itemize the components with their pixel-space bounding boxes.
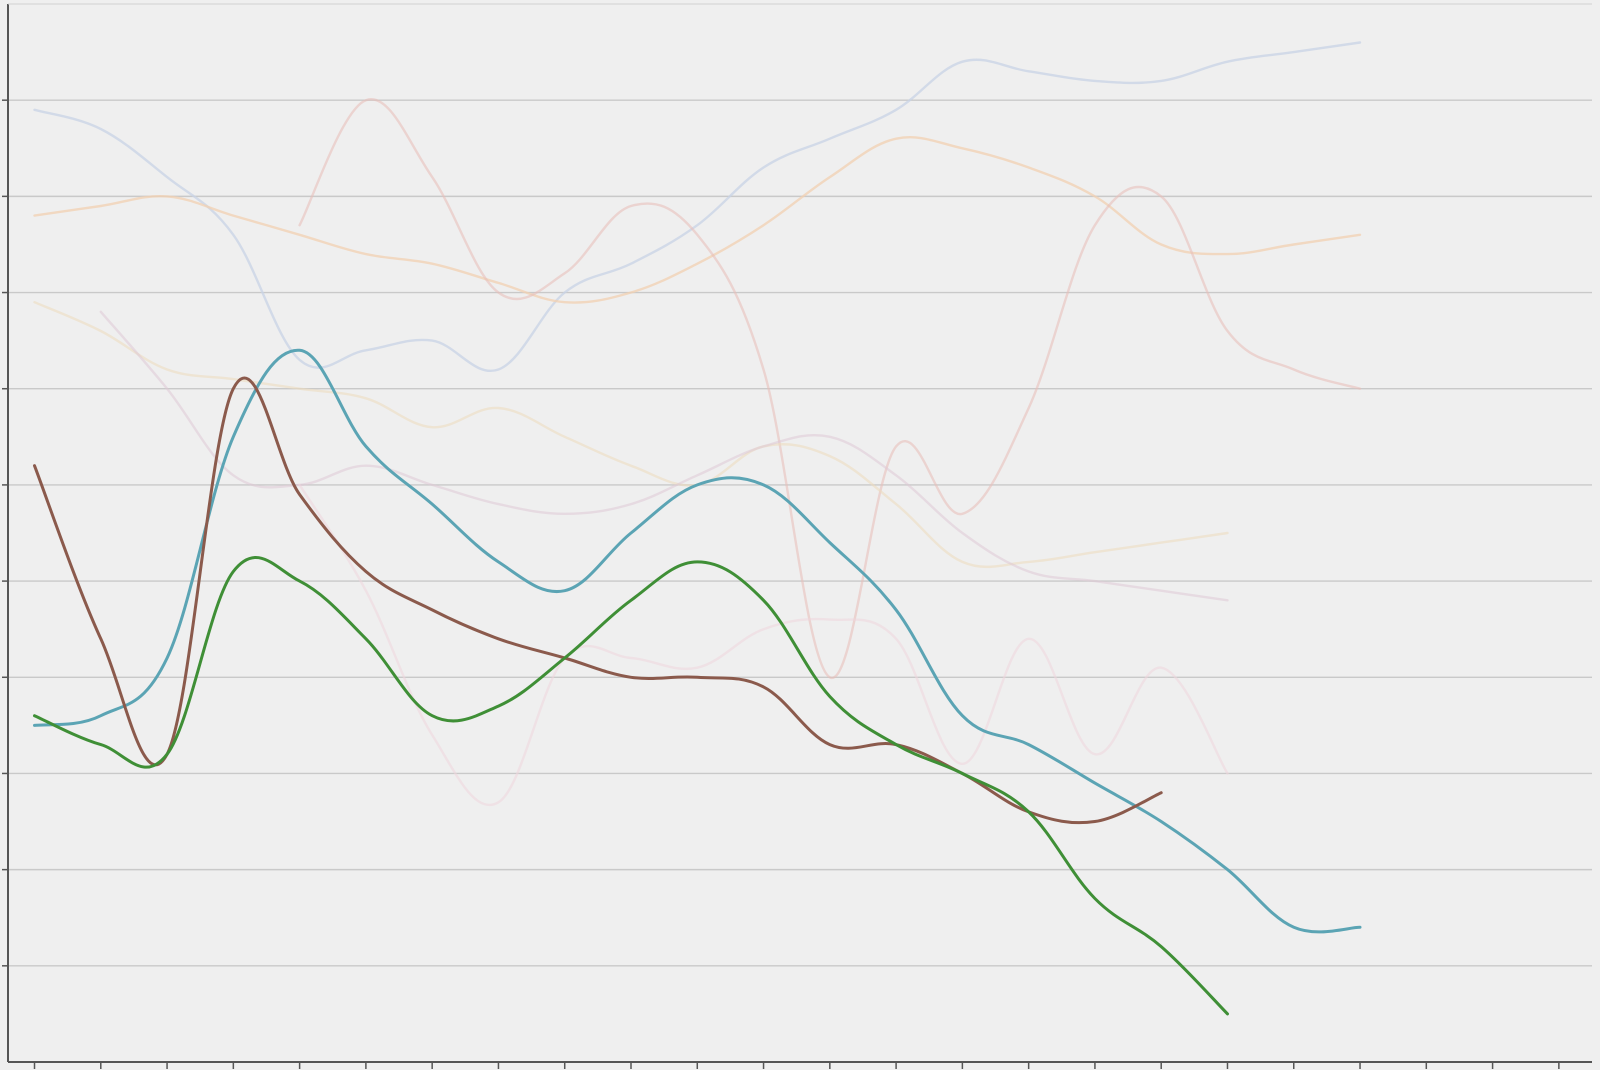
series-line-1 [33, 41, 1362, 373]
series-line-4 [33, 301, 1229, 569]
series-line-5 [99, 310, 1229, 602]
series-line-7 [33, 348, 1362, 934]
series-line-9 [33, 556, 1229, 1016]
grid-lines [8, 99, 1592, 967]
axes [2, 3, 1592, 1069]
series-group [33, 41, 1362, 1016]
series-line-6 [298, 483, 1229, 806]
series-line-3 [298, 98, 1362, 679]
series-line-2 [33, 136, 1362, 304]
